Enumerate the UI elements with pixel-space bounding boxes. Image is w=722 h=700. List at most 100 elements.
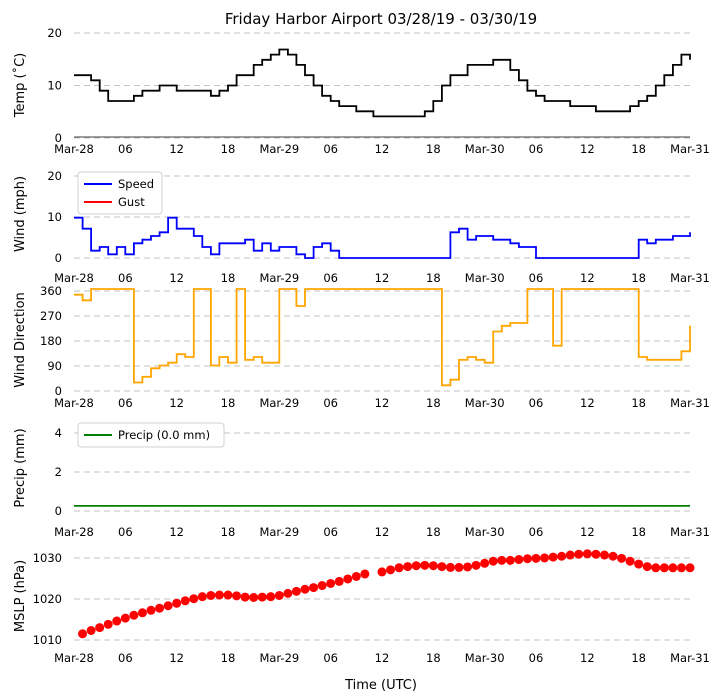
x-tick-label: 18 <box>426 651 441 665</box>
data-point <box>454 562 464 572</box>
x-tick-label: 06 <box>118 142 133 156</box>
x-tick-label: Mar-29 <box>259 142 299 156</box>
panel-2: 0 10 20 Wind (mph) Mar-28 06 12 18 Mar-29 06 12 18 M… <box>13 169 710 285</box>
x-tick-label: 06 <box>118 271 133 285</box>
x-tick-label: 06 <box>323 396 338 410</box>
data-point <box>488 556 498 566</box>
x-tick-label: Mar-30 <box>465 142 505 156</box>
y-axis-label: Wind Direction <box>13 292 28 388</box>
legend-entry: Gust <box>118 195 145 209</box>
x-tick-label: 18 <box>631 651 646 665</box>
data-point <box>274 590 284 600</box>
x-tick-label: 18 <box>221 396 236 410</box>
x-tick-label: 12 <box>169 142 184 156</box>
x-tick-label: 12 <box>169 651 184 665</box>
data-point <box>103 619 113 629</box>
y-tick-label: 1020 <box>33 592 62 606</box>
series-line <box>74 48 691 118</box>
y-tick-label: 90 <box>47 359 62 373</box>
data-point <box>659 563 669 573</box>
data-point <box>685 563 695 573</box>
data-point <box>420 560 430 570</box>
data-point <box>557 551 567 561</box>
x-tick-label: 12 <box>375 651 390 665</box>
x-tick-label: 18 <box>631 525 646 539</box>
x-tick-label: 18 <box>221 142 236 156</box>
x-tick-label: Mar-30 <box>465 271 505 285</box>
x-tick-label: Mar-31 <box>670 525 710 539</box>
data-point <box>334 576 344 586</box>
data-point <box>129 610 139 620</box>
data-point <box>437 562 447 572</box>
panel-1: 0 10 20 Temp (˚C) Mar-28 06 12 18 Mar-29 06 12 18 Ma… <box>12 26 710 156</box>
x-tick-label: 06 <box>529 651 544 665</box>
data-point <box>95 623 105 633</box>
y-axis-label: Precip (mm) <box>13 428 28 507</box>
data-point <box>343 574 353 584</box>
data-point <box>223 590 233 600</box>
x-tick-label: Mar-28 <box>54 396 94 410</box>
data-point <box>540 553 550 563</box>
x-tick-label: 12 <box>580 525 595 539</box>
x-tick-label: Mar-29 <box>259 271 299 285</box>
y-tick-label: 10 <box>47 79 62 93</box>
data-point <box>471 560 481 570</box>
data-point <box>651 563 661 573</box>
panel-5: 1010 1020 1030 MSLP (hPa) Mar-28 06 12 18 Mar-29… <box>13 549 710 665</box>
y-axis-label: MSLP (hPa) <box>13 560 28 632</box>
legend-box <box>77 422 225 448</box>
data-point <box>232 591 242 601</box>
x-tick-label: Mar-30 <box>465 525 505 539</box>
legend-entry: Speed <box>118 177 154 191</box>
data-point <box>428 561 438 571</box>
data-point <box>78 629 88 639</box>
x-tick-label: Mar-31 <box>670 396 710 410</box>
data-point <box>625 556 635 566</box>
data-point <box>283 588 293 598</box>
panels: 0 1020 Temp (˚C) Mar-28 06 12 18 Mar-29 06 12 18 Ma… <box>12 26 710 665</box>
data-point <box>172 598 182 608</box>
data-point <box>565 550 575 560</box>
legend-box <box>77 171 163 215</box>
data-point <box>163 601 173 611</box>
data-point <box>514 555 524 565</box>
y-axis-label: Temp (˚C) <box>12 53 28 119</box>
x-tick-label: 18 <box>631 271 646 285</box>
data-point <box>463 562 473 572</box>
data-point <box>326 578 336 588</box>
data-point <box>480 558 490 568</box>
data-point <box>155 603 165 613</box>
x-tick-label: 06 <box>118 651 133 665</box>
x-tick-label: 12 <box>580 142 595 156</box>
x-tick-label: 12 <box>375 525 390 539</box>
y-tick-label: 4 <box>55 426 62 440</box>
x-tick-label: Mar-31 <box>670 142 710 156</box>
data-point <box>574 549 584 559</box>
data-point <box>608 551 618 561</box>
x-tick-label: 06 <box>323 271 338 285</box>
data-point <box>411 561 421 571</box>
x-tick-label: 06 <box>323 142 338 156</box>
x-tick-label: 18 <box>221 651 236 665</box>
data-point <box>642 562 652 572</box>
y-tick-label: 0 <box>55 131 62 145</box>
panel-4: 0 2 4 Precip (mm) Mar-28 06 12 18 Mar-29 06 12 18 Ma… <box>13 422 710 539</box>
data-point <box>309 583 319 593</box>
x-tick-label: 12 <box>580 651 595 665</box>
data-point <box>180 596 190 606</box>
y-tick-label: 0 <box>55 251 62 265</box>
x-tick-label: 06 <box>529 271 544 285</box>
x-tick-label: 06 <box>323 525 338 539</box>
x-tick-label: 12 <box>375 142 390 156</box>
x-tick-label: 12 <box>169 271 184 285</box>
y-axis-label: Wind (mph) <box>13 176 28 252</box>
y-tick-label: 180 <box>40 334 62 348</box>
data-point <box>317 581 327 591</box>
data-point <box>394 563 404 573</box>
x-tick-label: 12 <box>375 396 390 410</box>
data-point <box>403 562 413 572</box>
x-tick-label: 18 <box>631 396 646 410</box>
chart-title: Friday Harbor Airport 03/28/19 - 03/30/1… <box>225 10 537 28</box>
x-tick-label: 06 <box>529 525 544 539</box>
x-tick-label: 06 <box>529 396 544 410</box>
